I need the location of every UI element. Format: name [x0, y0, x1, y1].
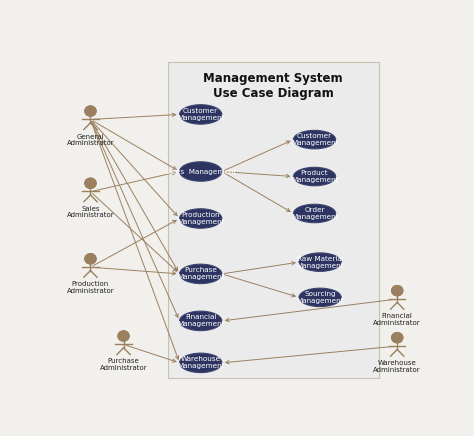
Ellipse shape — [180, 162, 222, 181]
Text: Customer
Management: Customer Management — [291, 133, 338, 146]
Text: Raw Material
Management: Raw Material Management — [296, 255, 344, 269]
Circle shape — [85, 106, 96, 116]
Ellipse shape — [293, 204, 336, 223]
Ellipse shape — [293, 130, 336, 149]
Ellipse shape — [299, 253, 341, 271]
Ellipse shape — [180, 311, 222, 330]
Text: Customer
Management: Customer Management — [177, 108, 224, 121]
Text: Sales  Management: Sales Management — [165, 168, 237, 174]
Circle shape — [392, 333, 403, 343]
Text: Financial
Administrator: Financial Administrator — [374, 313, 421, 326]
Circle shape — [85, 178, 96, 188]
Text: Sourcing
Management: Sourcing Management — [296, 291, 344, 304]
Text: Purchase
Administrator: Purchase Administrator — [100, 358, 147, 371]
Ellipse shape — [293, 167, 336, 186]
Ellipse shape — [299, 288, 341, 307]
Ellipse shape — [180, 209, 222, 228]
Text: Product
Management: Product Management — [291, 170, 338, 183]
Circle shape — [85, 254, 96, 264]
Text: Management System
Use Case Diagram: Management System Use Case Diagram — [203, 72, 343, 100]
Text: Order
Management: Order Management — [291, 207, 338, 220]
Text: Production
Administrator: Production Administrator — [67, 281, 114, 294]
Ellipse shape — [180, 105, 222, 124]
FancyBboxPatch shape — [168, 62, 379, 378]
Text: Warehouse
Management: Warehouse Management — [177, 356, 224, 369]
Ellipse shape — [180, 353, 222, 373]
Circle shape — [392, 286, 403, 296]
Text: Financial
Management: Financial Management — [177, 314, 224, 327]
Text: Production
Management: Production Management — [177, 212, 224, 225]
Circle shape — [118, 331, 129, 341]
Ellipse shape — [180, 264, 222, 284]
Text: General
Administrator: General Administrator — [67, 133, 114, 146]
Text: Warehouse
Administrator: Warehouse Administrator — [374, 360, 421, 373]
Text: Sales
Administrator: Sales Administrator — [67, 206, 114, 218]
Text: Purchase
Management: Purchase Management — [177, 267, 224, 280]
